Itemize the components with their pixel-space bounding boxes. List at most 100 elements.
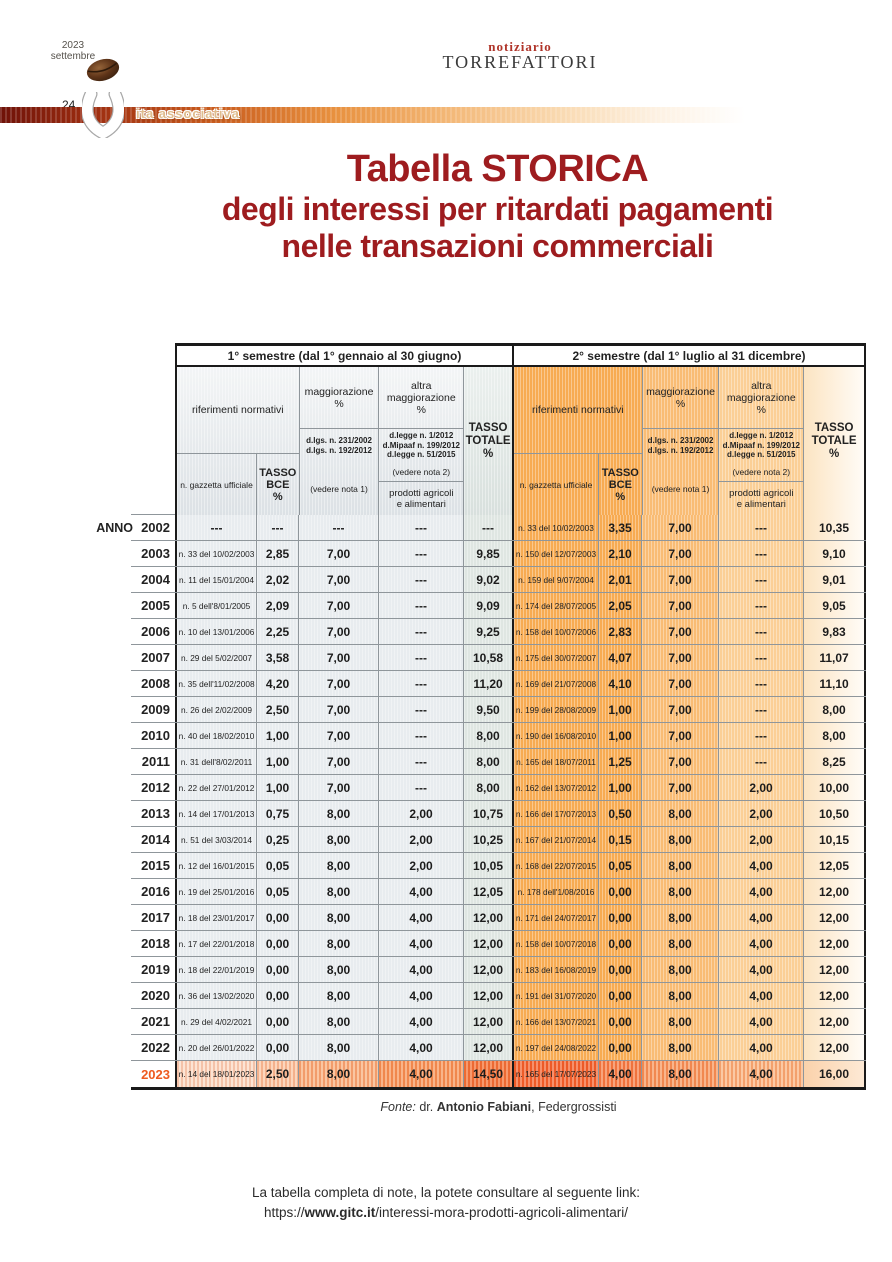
tasso-totale-cell: 8,00	[464, 723, 512, 748]
tasso-totale-cell: 9,83	[804, 619, 864, 644]
value-cell: 0,00	[257, 931, 299, 956]
value-cell: 8,00	[642, 1035, 719, 1060]
value-cell: 2,50	[257, 697, 299, 722]
gazzetta-cell: n. 168 del 22/07/2015	[514, 853, 599, 878]
value-cell: 0,00	[257, 1035, 299, 1060]
value-cell: 2,25	[257, 619, 299, 644]
value-cell: 7,00	[642, 515, 719, 540]
table-row: 2020 n. 36 del 13/02/2020 0,00 8,00 4,00 12,0…	[131, 983, 866, 1009]
value-cell: 7,00	[642, 697, 719, 722]
value-cell: 4,00	[719, 1061, 804, 1087]
footnote-url-path: /interessi-mora-prodotti-agricoli-alimen…	[375, 1205, 629, 1220]
value-cell: 0,15	[599, 827, 642, 852]
value-cell: 8,00	[642, 827, 719, 852]
tasso-totale-cell: 8,25	[804, 749, 864, 774]
footnote-url-pre: https://	[263, 1205, 305, 1220]
gazzetta-cell: n. 40 del 18/02/2010	[177, 723, 257, 748]
value-cell: 4,00	[379, 905, 464, 930]
value-cell: 8,00	[642, 905, 719, 930]
value-cell: 7,00	[299, 697, 379, 722]
value-cell: 7,00	[299, 541, 379, 566]
tasso-totale-cell: 9,02	[464, 567, 512, 592]
value-cell: 7,00	[642, 567, 719, 592]
fonte-name: Antonio Fabiani	[436, 1100, 532, 1114]
value-cell: ---	[379, 749, 464, 774]
value-cell: 4,00	[719, 1009, 804, 1034]
gazzetta-cell: ---	[177, 515, 257, 540]
tasso-totale-cell: 11,20	[464, 671, 512, 696]
header-nota2: (vedere nota 2)	[719, 462, 804, 482]
tasso-totale-cell: 8,00	[804, 697, 864, 722]
year-cell: 2007	[131, 645, 175, 670]
year-cell: 2013	[131, 801, 175, 826]
tasso-totale-cell: 12,00	[464, 957, 512, 982]
year-cell: 2005	[131, 593, 175, 618]
gazzetta-cell: n. 29 del 5/02/2007	[177, 645, 257, 670]
gazzetta-cell: n. 150 del 12/07/2003	[514, 541, 599, 566]
tasso-totale-cell: 12,00	[804, 1035, 864, 1060]
value-cell: 8,00	[299, 1009, 379, 1034]
value-cell: 0,00	[599, 983, 642, 1008]
tasso-totale-cell: 12,05	[464, 879, 512, 904]
value-cell: ---	[719, 593, 804, 618]
tasso-totale-cell: 12,00	[464, 905, 512, 930]
gazzetta-cell: n. 33 del 10/02/2003	[177, 541, 257, 566]
value-cell: 8,00	[299, 853, 379, 878]
value-cell: ---	[379, 515, 464, 540]
fonte-post: , Federgrossisti	[531, 1100, 617, 1114]
table-row: 2006 n. 10 del 13/01/2006 2,25 7,00 --- 9,25 n…	[131, 619, 866, 645]
gazzetta-cell: n. 191 del 31/07/2020	[514, 983, 599, 1008]
tasso-totale-cell: 9,01	[804, 567, 864, 592]
table-rows: ANNO 2002 --- --- --- --- --- n. 33 del 10/02/2…	[96, 515, 866, 1090]
year-cell: 2019	[131, 957, 175, 982]
tasso-totale-cell: 9,50	[464, 697, 512, 722]
gazzetta-cell: n. 178 dell'1/08/2016	[514, 879, 599, 904]
value-cell: 1,00	[257, 775, 299, 800]
gazzetta-cell: n. 167 del 21/07/2014	[514, 827, 599, 852]
value-cell: ---	[379, 645, 464, 670]
value-cell: 7,00	[299, 749, 379, 774]
value-cell: 2,85	[257, 541, 299, 566]
footnote-url[interactable]: https://www.gitc.it/interessi-mora-prodo…	[91, 1203, 801, 1223]
table-row: 2010 n. 40 del 18/02/2010 1,00 7,00 --- 8,00 n…	[131, 723, 866, 749]
year-value: 2005	[141, 598, 170, 613]
gazzetta-cell: n. 166 del 17/07/2013	[514, 801, 599, 826]
gazzetta-cell: n. 199 del 28/08/2009	[514, 697, 599, 722]
tasso-totale-cell: 12,00	[464, 1035, 512, 1060]
year-cell: 2010	[131, 723, 175, 748]
header-altra-laws: d.legge n. 1/2012 d.Mipaaf n. 199/2012 d…	[722, 431, 800, 460]
issue-year: 2023	[61, 40, 85, 51]
header-tasso-bce: TASSO BCE %	[601, 466, 639, 503]
year-cell: ANNO 2002	[96, 515, 175, 540]
value-cell: 2,05	[599, 593, 642, 618]
year-value: 2013	[141, 806, 170, 821]
value-cell: ---	[379, 593, 464, 618]
year-cell: 2023	[131, 1061, 175, 1087]
tasso-totale-cell: 12,00	[804, 983, 864, 1008]
value-cell: 8,00	[299, 931, 379, 956]
value-cell: 4,00	[379, 1061, 464, 1087]
value-cell: 7,00	[642, 619, 719, 644]
value-cell: 0,00	[599, 931, 642, 956]
gazzetta-cell: n. 158 del 10/07/2018	[514, 931, 599, 956]
gazzetta-cell: n. 18 del 22/01/2019	[177, 957, 257, 982]
vita-v-icon	[80, 87, 126, 143]
value-cell: 8,00	[642, 957, 719, 982]
year-cell: 2008	[131, 671, 175, 696]
value-cell: 7,00	[299, 645, 379, 670]
header-altra-maggiorazione: altra maggiorazione %	[719, 367, 804, 429]
header-prodotti-agricoli: prodotti agricoli e alimentari	[389, 487, 454, 510]
value-cell: ---	[379, 541, 464, 566]
footnote-url-domain: www.gitc.it	[304, 1205, 376, 1220]
value-cell: 8,00	[642, 1009, 719, 1034]
year-value: 2011	[141, 754, 170, 769]
value-cell: 7,00	[299, 593, 379, 618]
year-cell: 2020	[131, 983, 175, 1008]
value-cell: 8,00	[299, 879, 379, 904]
year-value: 2018	[141, 936, 170, 951]
tasso-totale-cell: 12,00	[464, 983, 512, 1008]
table-row: 2007 n. 29 del 5/02/2007 3,58 7,00 --- 10,58 n…	[131, 645, 866, 671]
section-banner	[0, 107, 745, 123]
year-value: 2004	[141, 572, 170, 587]
gazzetta-cell: n. 31 dell'8/02/2011	[177, 749, 257, 774]
